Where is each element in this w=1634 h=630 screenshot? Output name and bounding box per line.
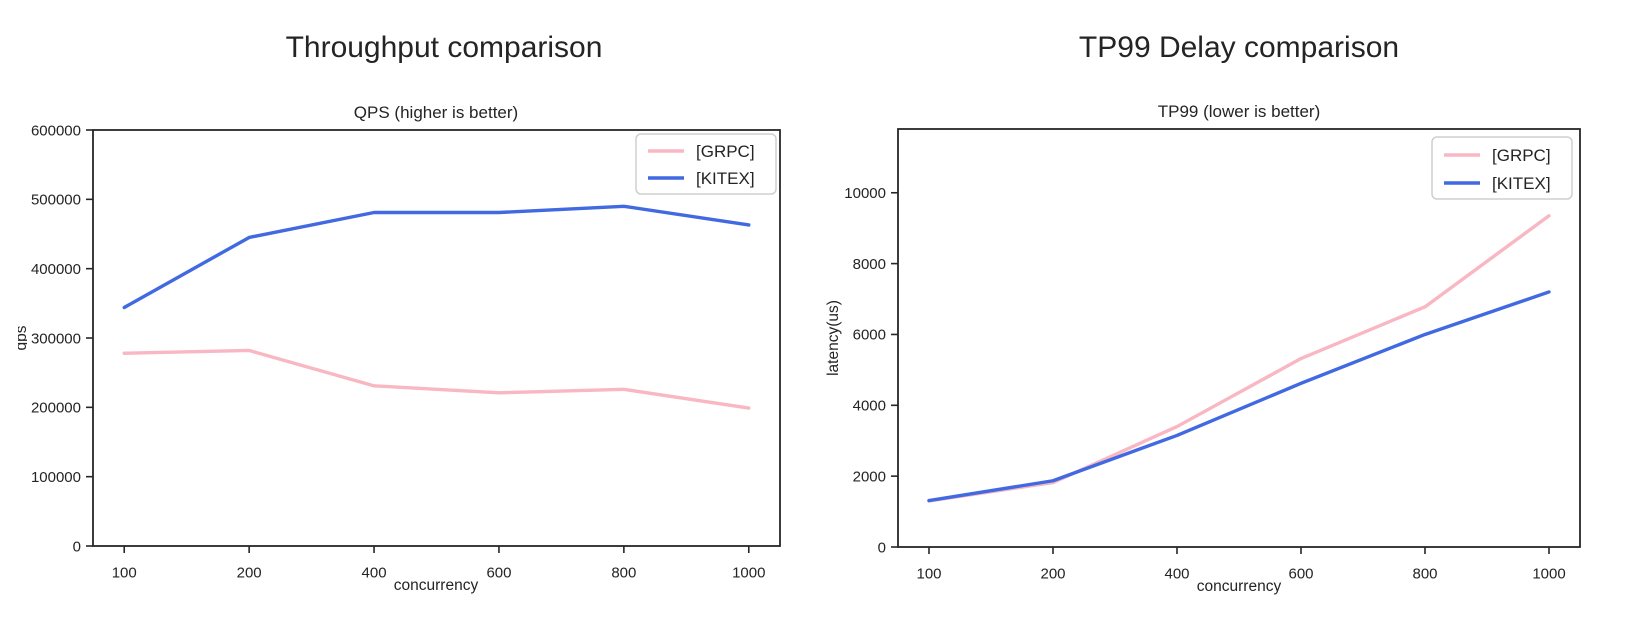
throughput-chart: Throughput comparison QPS (higher is bet… [13,31,781,594]
x-tick-label: 400 [362,564,387,581]
x-tick-label: 600 [1288,565,1313,582]
throughput-series-lines [122,204,751,410]
throughput-yaxis-label: qps [13,325,30,350]
tp99-legend: [GRPC] [KITEX] [1431,136,1573,200]
tp99-suptitle: TP99 Delay comparison [1079,31,1399,64]
tp99-yaxis-label: latency(us) [825,300,842,376]
x-tick-label: 800 [611,564,636,581]
y-tick-label: 100000 [31,469,81,486]
throughput-axes-title: QPS (higher is better) [354,103,518,122]
tp99-chart: TP99 Delay comparison TP99 (lower is bet… [825,31,1581,595]
x-tick-label: 600 [486,564,511,581]
x-tick-label: 200 [1040,565,1065,582]
series-line-kitex [927,290,1551,503]
x-tick-label: 200 [237,564,262,581]
tp99-series-lines [927,214,1551,503]
tp99-ticks: 0 2000 4000 6000 8000 10000 100 200 400 600 800 100… [844,185,1565,582]
y-tick-label: 4000 [853,398,886,415]
x-tick-label: 800 [1412,565,1437,582]
y-tick-label: 200000 [31,400,81,417]
y-tick-label: 0 [878,539,886,556]
y-tick-label: 500000 [31,192,81,209]
throughput-ticks: 0 100000 200000 300000 400000 500000 600000 100… [31,122,766,581]
y-tick-label: 300000 [31,330,81,347]
throughput-legend-label-grpc: [GRPC] [696,142,755,161]
y-tick-label: 10000 [844,185,886,202]
y-tick-label: 8000 [853,256,886,273]
throughput-xaxis-label: concurrency [394,577,479,594]
series-line-grpc [122,348,751,410]
x-tick-label: 400 [1164,565,1189,582]
y-tick-label: 600000 [31,122,81,139]
tp99-legend-label-grpc: [GRPC] [1492,146,1551,165]
tp99-axes-title: TP99 (lower is better) [1158,102,1321,121]
series-line-grpc [927,214,1551,503]
throughput-legend-label-kitex: [KITEX] [696,169,755,188]
throughput-yaxis-label-clipped: qps [13,325,30,350]
tp99-xaxis-label: concurrency [1197,578,1282,595]
tp99-legend-label-kitex: [KITEX] [1492,174,1551,193]
throughput-suptitle: Throughput comparison [286,31,603,64]
y-tick-label: 2000 [853,468,886,485]
y-tick-label: 6000 [853,327,886,344]
throughput-legend: [GRPC] [KITEX] [635,133,777,195]
tp99-plot-box [897,128,1581,548]
x-tick-label: 100 [112,564,137,581]
series-line-kitex [122,204,751,310]
x-tick-label: 1000 [732,564,765,581]
x-tick-label: 1000 [1532,565,1565,582]
x-tick-label: 100 [916,565,941,582]
y-tick-label: 400000 [31,261,81,278]
y-tick-label: 0 [73,538,81,555]
